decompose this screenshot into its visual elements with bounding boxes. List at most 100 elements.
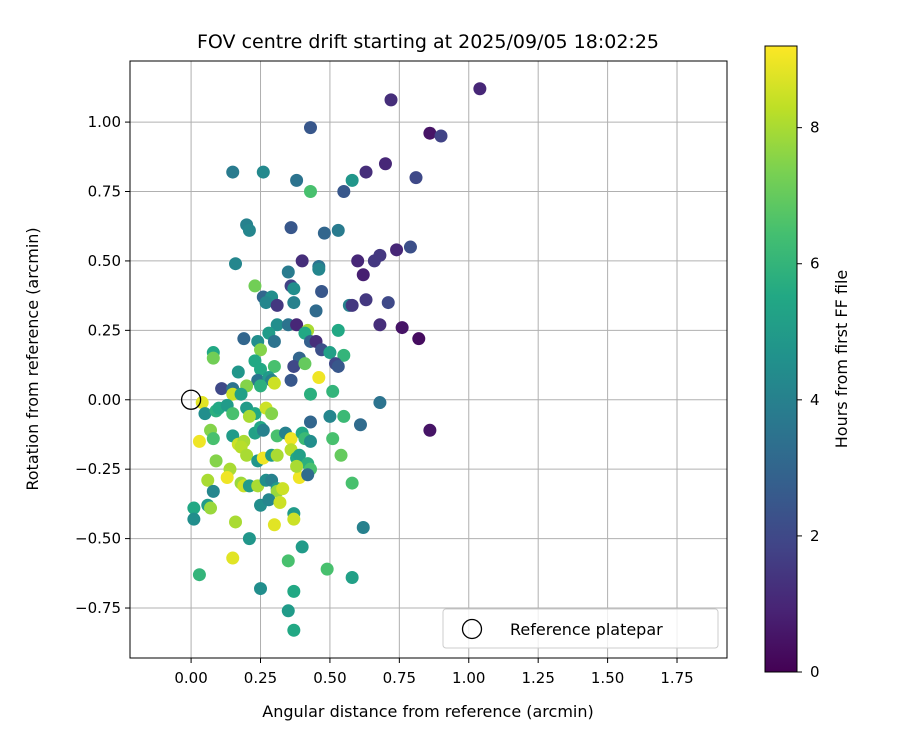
data-point bbox=[254, 379, 268, 393]
data-point bbox=[315, 284, 329, 298]
y-tick-label: 0.00 bbox=[88, 391, 121, 409]
data-point bbox=[337, 409, 351, 423]
data-point bbox=[262, 493, 276, 507]
data-point bbox=[295, 540, 309, 554]
y-tick-label: 1.00 bbox=[88, 113, 121, 131]
data-point bbox=[242, 223, 256, 237]
data-point bbox=[381, 296, 395, 310]
data-point bbox=[256, 423, 270, 437]
data-point bbox=[331, 323, 345, 337]
data-point bbox=[303, 121, 317, 135]
data-point bbox=[229, 257, 243, 271]
data-point bbox=[298, 357, 312, 371]
data-point bbox=[267, 376, 281, 390]
data-point bbox=[353, 418, 367, 432]
x-axis-ticks: 0.00 0.25 0.50 0.75 1.00 1.25 1.50 1.75 bbox=[174, 658, 694, 687]
data-point bbox=[309, 304, 323, 318]
y-tick-label: 0.50 bbox=[88, 252, 121, 270]
data-point bbox=[242, 409, 256, 423]
data-point bbox=[356, 268, 370, 282]
data-point bbox=[303, 415, 317, 429]
data-point bbox=[256, 165, 270, 179]
data-point bbox=[292, 448, 306, 462]
data-point bbox=[231, 365, 245, 379]
data-point bbox=[301, 468, 315, 482]
data-point bbox=[201, 473, 215, 487]
data-point bbox=[229, 515, 243, 529]
data-point bbox=[373, 318, 387, 332]
data-point bbox=[284, 373, 298, 387]
data-point bbox=[287, 512, 301, 526]
y-tick-label: −0.50 bbox=[75, 530, 121, 548]
y-tick-label: 0.75 bbox=[88, 183, 121, 201]
data-point bbox=[204, 501, 218, 515]
data-point bbox=[303, 387, 317, 401]
x-tick-label: 0.00 bbox=[174, 669, 207, 687]
data-point bbox=[206, 351, 220, 365]
data-point bbox=[267, 334, 281, 348]
data-point bbox=[356, 520, 370, 534]
reference-platepar-marker bbox=[180, 389, 202, 410]
data-point bbox=[287, 623, 301, 637]
data-point bbox=[267, 518, 281, 532]
data-point bbox=[192, 568, 206, 582]
data-point bbox=[326, 384, 340, 398]
colorbar-tick-label: 4 bbox=[810, 391, 820, 409]
data-point bbox=[270, 298, 284, 312]
data-point bbox=[281, 554, 295, 568]
data-point bbox=[423, 126, 437, 140]
data-point bbox=[323, 346, 337, 360]
colorbar-gradient bbox=[764, 45, 798, 673]
data-point bbox=[287, 584, 301, 598]
data-point bbox=[265, 407, 279, 421]
data-point bbox=[412, 332, 426, 346]
x-tick-label: 1.50 bbox=[591, 669, 624, 687]
data-point bbox=[367, 254, 381, 268]
x-tick-label: 1.25 bbox=[521, 669, 554, 687]
data-points bbox=[187, 82, 487, 637]
data-point bbox=[337, 185, 351, 199]
legend: Reference platepar bbox=[442, 608, 719, 649]
data-point bbox=[226, 407, 240, 421]
data-point bbox=[234, 387, 248, 401]
data-point bbox=[378, 157, 392, 171]
colorbar: 0 2 4 6 8 Hours from first FF file bbox=[764, 45, 851, 681]
colorbar-tick-label: 8 bbox=[810, 119, 820, 137]
data-point bbox=[220, 471, 234, 485]
data-point bbox=[320, 562, 334, 576]
colorbar-tick-label: 6 bbox=[810, 255, 820, 273]
data-point bbox=[323, 409, 337, 423]
data-point bbox=[345, 570, 359, 584]
data-point bbox=[254, 343, 268, 357]
data-point bbox=[284, 221, 298, 235]
data-point bbox=[206, 432, 220, 446]
data-point bbox=[295, 254, 309, 268]
data-point bbox=[345, 173, 359, 187]
data-point bbox=[254, 362, 268, 376]
data-point bbox=[345, 298, 359, 312]
data-point bbox=[270, 448, 284, 462]
data-point bbox=[473, 82, 487, 96]
data-point bbox=[384, 93, 398, 107]
plot-frame bbox=[129, 60, 728, 659]
data-point bbox=[434, 129, 448, 143]
data-point bbox=[290, 173, 304, 187]
data-point bbox=[303, 185, 317, 199]
data-point bbox=[395, 321, 409, 335]
legend-label: Reference platepar bbox=[510, 620, 663, 639]
data-point bbox=[373, 396, 387, 410]
data-point bbox=[287, 282, 301, 296]
data-point bbox=[287, 359, 301, 373]
x-tick-label: 0.75 bbox=[383, 669, 416, 687]
data-point bbox=[209, 454, 223, 468]
legend-marker-open-circle bbox=[461, 618, 483, 640]
data-point bbox=[206, 484, 220, 498]
data-point bbox=[267, 359, 281, 373]
x-tick-label: 1.00 bbox=[452, 669, 485, 687]
data-point bbox=[287, 296, 301, 310]
colorbar-ticks: 0 2 4 6 8 bbox=[797, 119, 820, 681]
colorbar-tick-label: 0 bbox=[810, 663, 820, 681]
colorbar-label: Hours from first FF file bbox=[832, 270, 851, 449]
data-point bbox=[390, 243, 404, 257]
data-point bbox=[312, 371, 326, 385]
